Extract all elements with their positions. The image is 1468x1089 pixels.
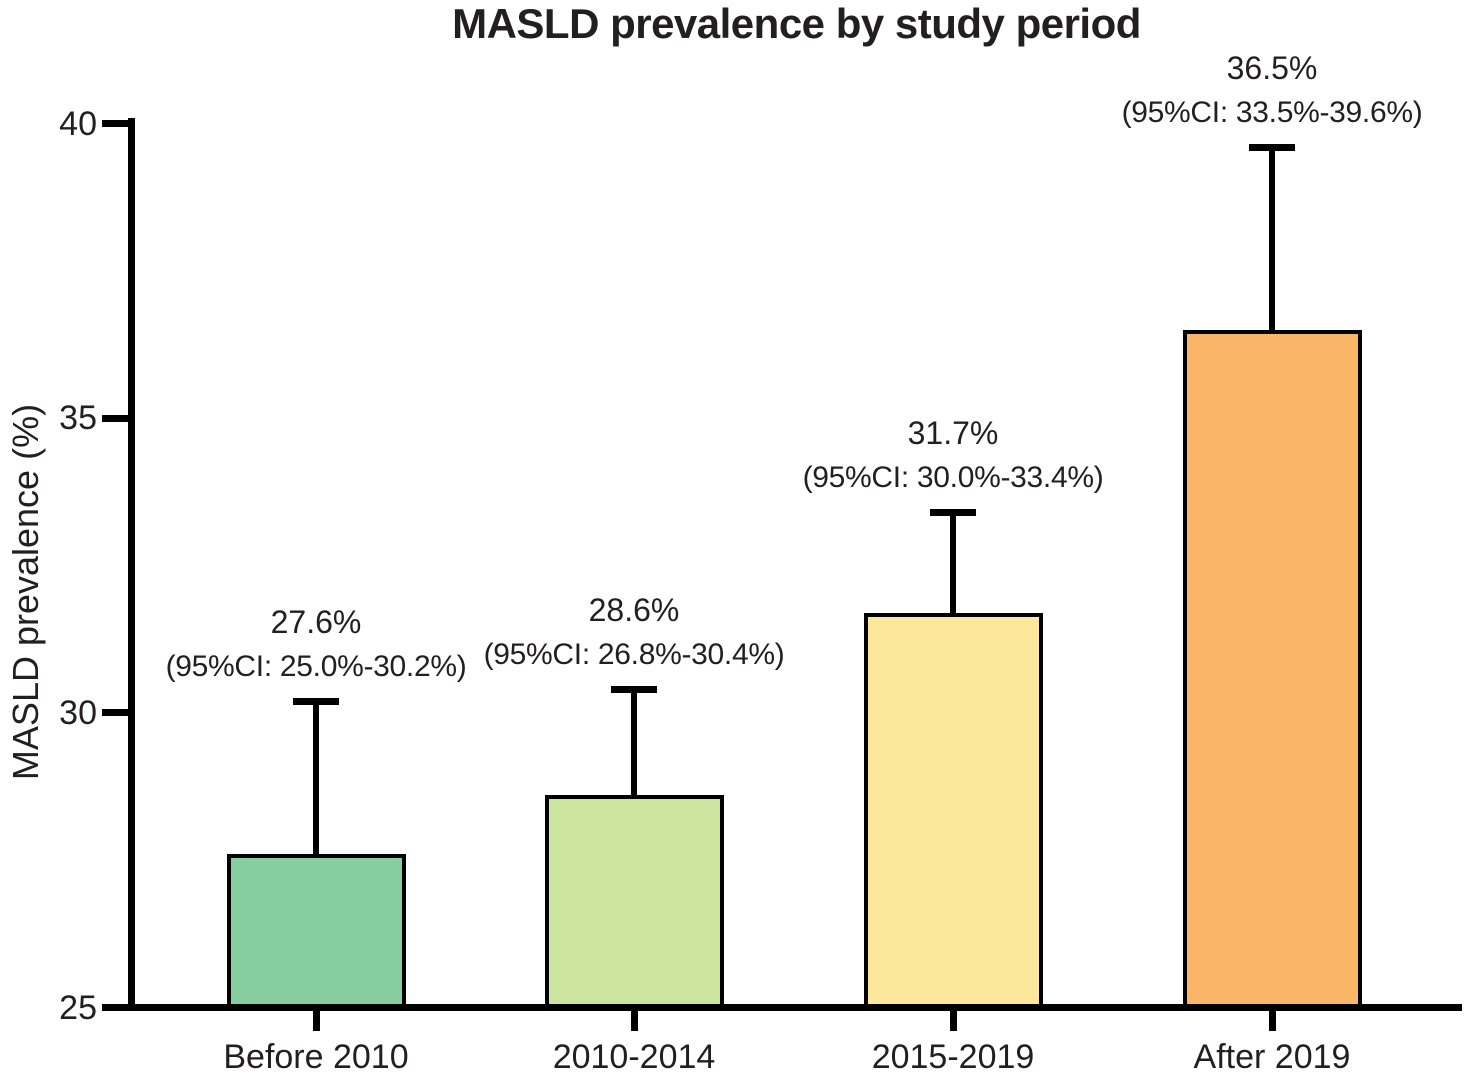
x-tick-mark	[949, 1005, 957, 1031]
bar-2015-2019	[863, 612, 1043, 1008]
error-bar-cap	[930, 508, 976, 516]
bar-label-group: 31.7% (95%CI: 30.0%-33.4%)	[803, 410, 1104, 500]
x-tick-mark	[1268, 1005, 1276, 1031]
bar-value-label: 31.7%	[907, 415, 999, 452]
x-tick-label: 2010-2014	[552, 1038, 716, 1076]
bar-ci-label: (95%CI: 33.5%-39.6%)	[1121, 96, 1423, 130]
x-tick-label: After 2019	[1193, 1038, 1351, 1076]
y-tick-label: 25	[59, 988, 97, 1027]
x-tick-label: 2015-2019	[871, 1038, 1035, 1076]
y-tick-label: 35	[59, 399, 97, 438]
x-tick-mark	[630, 1005, 638, 1031]
error-bar-cap	[293, 697, 339, 705]
bar-ci-label: (95%CI: 30.0%-33.4%)	[802, 461, 1104, 495]
bar-after-2019	[1182, 329, 1362, 1008]
error-bar-stem	[1269, 147, 1275, 330]
error-bar-cap	[1249, 143, 1295, 151]
bar-ci-label: (95%CI: 25.0%-30.2%)	[165, 650, 467, 684]
bar-2010-2014	[544, 795, 724, 1008]
y-tick-mark	[102, 414, 128, 422]
x-tick-label: Before 2010	[223, 1038, 409, 1076]
y-tick-mark	[102, 709, 128, 717]
error-bar-stem	[950, 512, 956, 613]
y-tick-label: 30	[59, 693, 97, 732]
y-tick-mark	[102, 120, 128, 128]
error-bar-stem	[313, 701, 319, 855]
y-axis-line	[128, 118, 135, 1011]
bar-before-2010	[226, 854, 406, 1008]
x-axis-line	[105, 1004, 1462, 1011]
bar-label-group: 36.5% (95%CI: 33.5%-39.6%)	[1122, 45, 1423, 135]
bar-label-group: 28.6% (95%CI: 26.8%-30.4%)	[484, 587, 785, 677]
bar-value-label: 28.6%	[588, 592, 680, 629]
x-tick-mark	[312, 1005, 320, 1031]
error-bar-cap	[611, 685, 657, 693]
bar-label-group: 27.6% (95%CI: 25.0%-30.2%)	[166, 599, 467, 689]
y-tick-mark	[102, 1004, 128, 1011]
y-tick-label: 40	[59, 104, 97, 143]
bar-value-label: 27.6%	[270, 604, 362, 641]
bar-ci-label: (95%CI: 26.8%-30.4%)	[483, 638, 785, 672]
chart-title: MASLD prevalence by study period	[452, 0, 1141, 47]
error-bar-stem	[631, 689, 637, 796]
bar-value-label: 36.5%	[1226, 50, 1318, 87]
